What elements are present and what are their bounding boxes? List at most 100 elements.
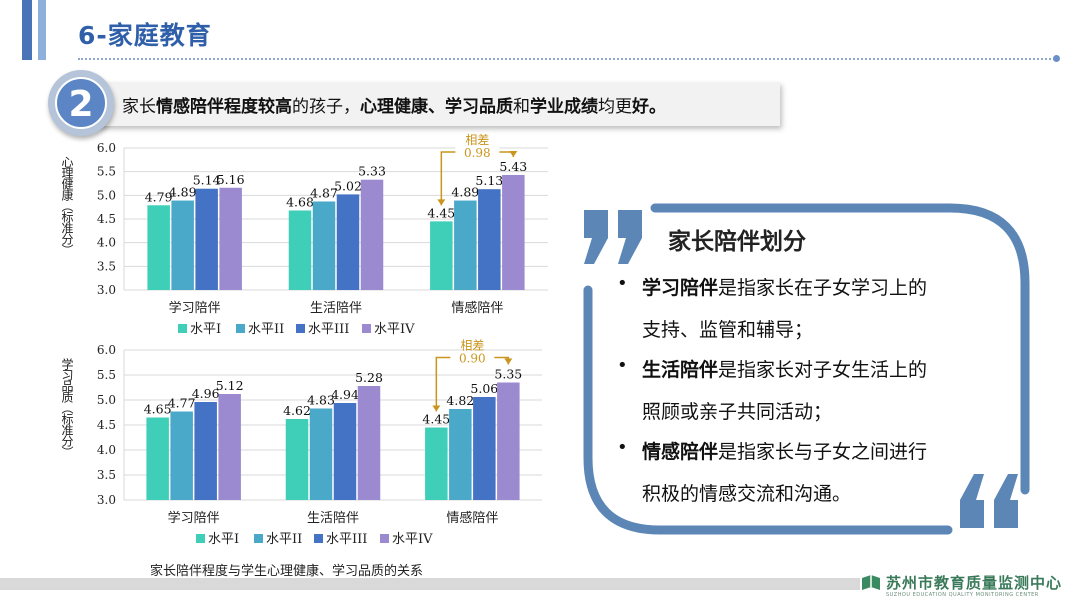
chart2-bar	[497, 382, 520, 500]
chart1-data-label: 4.79	[145, 189, 173, 204]
chart2-data-label: 4.82	[446, 393, 474, 408]
chart1-data-label: 5.13	[475, 173, 503, 188]
chart1-legend-label: 水平I	[190, 322, 221, 337]
header-divider	[78, 58, 1058, 60]
chart2-ytick: 5.5	[97, 368, 116, 382]
panel-item-3-line1: 情感陪伴是指家长与子女之间进行	[642, 441, 928, 463]
chart2-legend-label: 水平I	[208, 532, 239, 547]
chart2-annotation-arrow	[432, 405, 441, 412]
chart1-annotation-value: 0.98	[464, 146, 491, 160]
key-finding-segment: 学业成绩	[530, 97, 598, 117]
key-finding-segment: 情感陪伴程度较高	[156, 97, 292, 117]
footer-band	[0, 578, 860, 590]
chart1-legend-swatch	[362, 324, 371, 333]
chart1-data-label: 4.68	[286, 194, 314, 209]
panel-title: 家长陪伴划分	[668, 229, 806, 255]
panel-item-1-line1: 学习陪伴是指家长在子女学习上的	[642, 277, 928, 299]
chart2-ytick: 6.0	[97, 343, 116, 357]
chart2-annotation-label: 相差	[460, 339, 484, 353]
chart1-data-label: 5.14	[193, 173, 221, 188]
chart2-data-label: 4.94	[331, 387, 359, 402]
chart1-annotation-arrow	[437, 199, 446, 206]
chart2-ytick: 4.5	[97, 418, 116, 432]
chart2-data-label: 4.83	[307, 393, 335, 408]
chart1-ytick: 5.5	[97, 165, 116, 179]
chart2-category-label: 学习陪伴	[168, 510, 220, 526]
chart1-bar	[430, 221, 453, 290]
frame-line-bottom	[583, 285, 953, 535]
chart2-bar	[473, 397, 496, 500]
chart2-legend-swatch	[254, 534, 263, 543]
chart2-ytick: 3.0	[97, 493, 116, 507]
chart1-bar	[360, 179, 384, 290]
chart1-ylabel: 心理健康（标准分）	[60, 156, 74, 255]
chart1-bar	[336, 194, 360, 290]
chart2-legend-swatch	[314, 534, 323, 543]
chart1-category-label: 学习陪伴	[169, 300, 221, 316]
chart1-bar	[219, 187, 242, 290]
chart1-legend-label: 水平II	[248, 322, 284, 337]
chart2-data-label: 5.06	[470, 381, 498, 396]
chart1-bar	[195, 188, 218, 290]
key-finding-banner	[96, 82, 780, 126]
chart1-legend-label: 水平IV	[374, 322, 415, 337]
panel-item-2-line1: 生活陪伴是指家长对子女生活上的	[642, 359, 928, 381]
chart2-data-label: 5.28	[355, 370, 383, 385]
chart1-legend-swatch	[296, 324, 305, 333]
chart2-category-label: 情感陪伴	[446, 510, 498, 526]
charts: 3.03.54.04.55.05.56.04.794.895.145.16学习陪…	[97, 133, 548, 547]
key-finding-segment: 好。	[632, 97, 666, 117]
chart2-bar	[285, 419, 309, 500]
book-logo-icon	[862, 575, 880, 590]
chart1-ytick: 3.5	[97, 259, 116, 273]
chart1-annotation-bg	[455, 145, 500, 160]
header-accent-bar-light	[38, 0, 46, 60]
chart2-bar	[146, 417, 169, 500]
chart2-data-label: 4.96	[192, 386, 220, 401]
chart2-bar	[309, 408, 333, 500]
panel-item-3-line2: 积极的情感交流和沟通。	[642, 483, 852, 505]
chart2-legend-swatch	[196, 534, 205, 543]
chart1-data-label: 4.45	[427, 205, 455, 220]
chart2-bar	[357, 386, 381, 500]
chart2-bar	[194, 402, 217, 500]
chart1-data-label: 5.33	[358, 164, 386, 179]
open-quote-icon	[584, 210, 642, 264]
page-title: 6-家庭教育	[78, 21, 212, 50]
panel-item-2-line2: 照顾或亲子共同活动；	[642, 401, 833, 423]
chart2-bar	[333, 403, 357, 500]
key-finding-segment: 心理健康、学习品质	[360, 97, 513, 117]
key-finding-segment: 家长	[122, 97, 156, 117]
bullet-1: •	[617, 273, 628, 294]
chart2-annotation-value: 0.90	[459, 352, 486, 366]
chart2-data-label: 4.77	[168, 396, 196, 411]
chart1-bar	[147, 205, 170, 290]
chart2-data-label: 5.35	[494, 367, 522, 382]
key-finding-segment: 均更	[598, 97, 632, 117]
chart2-annotation-arrow	[504, 358, 513, 365]
header-accent-bar	[22, 0, 32, 60]
chart1-data-label: 4.89	[451, 185, 479, 200]
chart1-annotation-label: 相差	[465, 133, 489, 147]
chart1-category-label: 生活陪伴	[310, 301, 362, 316]
chart1-ytick: 4.5	[97, 212, 116, 226]
chart2-bar	[449, 409, 472, 500]
chart2-category-label: 生活陪伴	[307, 511, 359, 526]
bullet-2: •	[617, 355, 628, 376]
key-finding-segment: 的孩子，	[292, 97, 360, 117]
chart1-bar	[171, 200, 194, 290]
key-finding-text: 家长情感陪伴程度较高的孩子，心理健康、学习品质和学业成绩均更好。	[122, 92, 666, 117]
header-divider-dot	[1053, 55, 1060, 62]
chart2-legend-swatch	[380, 534, 389, 543]
chart2-ytick: 5.0	[97, 393, 116, 407]
chart2-data-label: 4.65	[144, 402, 172, 417]
bullet-3: •	[617, 437, 628, 458]
chart2-bar	[170, 411, 193, 500]
chart1-legend-label: 水平III	[308, 322, 349, 337]
org-name-en: SUZHOU EDUCATION QUALITY MONITORING CENT…	[886, 592, 1039, 598]
chart2-data-label: 4.45	[422, 412, 450, 427]
frame-line	[650, 203, 1030, 495]
chart2-legend-label: 水平II	[266, 532, 302, 547]
chart2-ytick: 4.0	[97, 443, 116, 457]
number-badge-label: 2	[55, 77, 107, 129]
